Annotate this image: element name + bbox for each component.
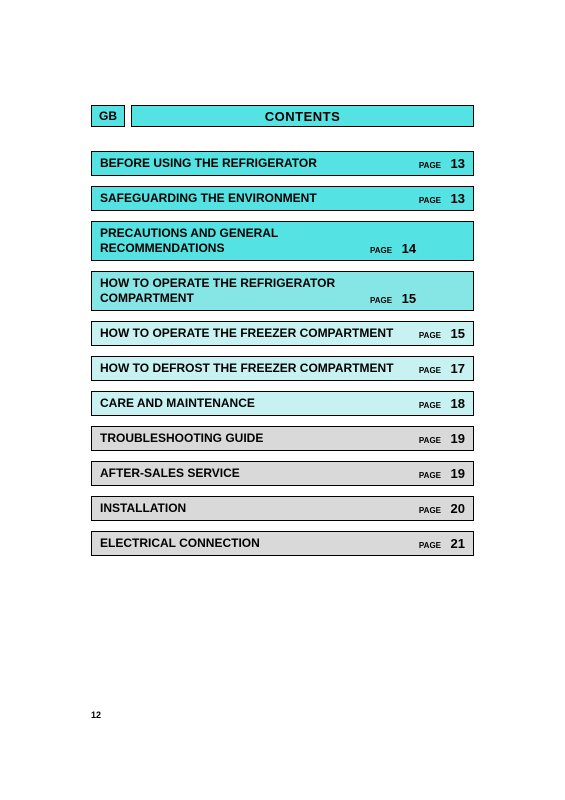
toc-row-title: TROUBLESHOOTING GUIDE [100,431,419,446]
toc-row: BEFORE USING THE REFRIGERATORPAGE 13 [91,151,474,176]
toc-row-title: CARE AND MAINTENANCE [100,396,419,411]
toc-row-page-label: PAGE [419,401,441,411]
toc-row-page-label: PAGE [419,196,441,206]
toc-row-page-number: 18 [447,396,465,411]
toc-row-page-number: 19 [447,466,465,481]
toc-row: SAFEGUARDING THE ENVIRONMENTPAGE 13 [91,186,474,211]
toc-row: PRECAUTIONS AND GENERAL RECOMMENDATIONSP… [91,221,474,261]
toc-row-title: HOW TO DEFROST THE FREEZER COMPARTMENT [100,361,419,376]
toc-row-page-number: 21 [447,536,465,551]
toc-row-title: PRECAUTIONS AND GENERAL RECOMMENDATIONS [100,226,370,256]
toc-row-title: ELECTRICAL CONNECTION [100,536,419,551]
toc-row-title: HOW TO OPERATE THE REFRIGERATOR COMPARTM… [100,276,370,306]
toc-row: TROUBLESHOOTING GUIDEPAGE 19 [91,426,474,451]
toc-row-page-label: PAGE [370,296,392,306]
toc-row-page-number: 17 [447,361,465,376]
toc-row-page-number: 19 [447,431,465,446]
toc-row-page-label: PAGE [419,471,441,481]
toc-row-title: AFTER-SALES SERVICE [100,466,419,481]
toc-row-page-number: 15 [398,291,416,306]
toc-entries: BEFORE USING THE REFRIGERATORPAGE13SAFEG… [91,151,474,556]
toc-row-page-label: PAGE [370,246,392,256]
toc-row-page-number: 13 [447,191,465,206]
toc-row-page-label: PAGE [419,506,441,516]
footer-page-number: 12 [91,710,101,720]
toc-row-page-number: 15 [447,326,465,341]
toc-row-title: SAFEGUARDING THE ENVIRONMENT [100,191,419,206]
toc-row-page-label: PAGE [419,331,441,341]
toc-row-title: BEFORE USING THE REFRIGERATOR [100,156,419,171]
toc-row-page-label: PAGE [419,366,441,376]
toc-row-title: INSTALLATION [100,501,419,516]
toc-row-page-number: 13 [447,156,465,171]
page: GB CONTENTS BEFORE USING THE REFRIGERATO… [0,0,565,800]
toc-row: AFTER-SALES SERVICEPAGE 19 [91,461,474,486]
toc-row: ELECTRICAL CONNECTIONPAGE 21 [91,531,474,556]
header-contents-title: CONTENTS [131,105,474,127]
toc-row-page-number: 20 [447,501,465,516]
toc-row-page-label: PAGE [419,541,441,551]
toc-row: HOW TO OPERATE THE REFRIGERATOR COMPARTM… [91,271,474,311]
toc-row-page-label: PAGE [419,161,441,171]
header-row: GB CONTENTS [91,105,474,127]
toc-row: CARE AND MAINTENANCEPAGE 18 [91,391,474,416]
toc-row: INSTALLATIONPAGE 20 [91,496,474,521]
toc-row-page-number: 14 [398,241,416,256]
toc-row: HOW TO OPERATE THE FREEZER COMPARTMENTPA… [91,321,474,346]
header-gb-badge: GB [91,105,125,127]
toc-row-title: HOW TO OPERATE THE FREEZER COMPARTMENT [100,326,419,341]
toc-row-page-label: PAGE [419,436,441,446]
toc-row: HOW TO DEFROST THE FREEZER COMPARTMENTPA… [91,356,474,381]
